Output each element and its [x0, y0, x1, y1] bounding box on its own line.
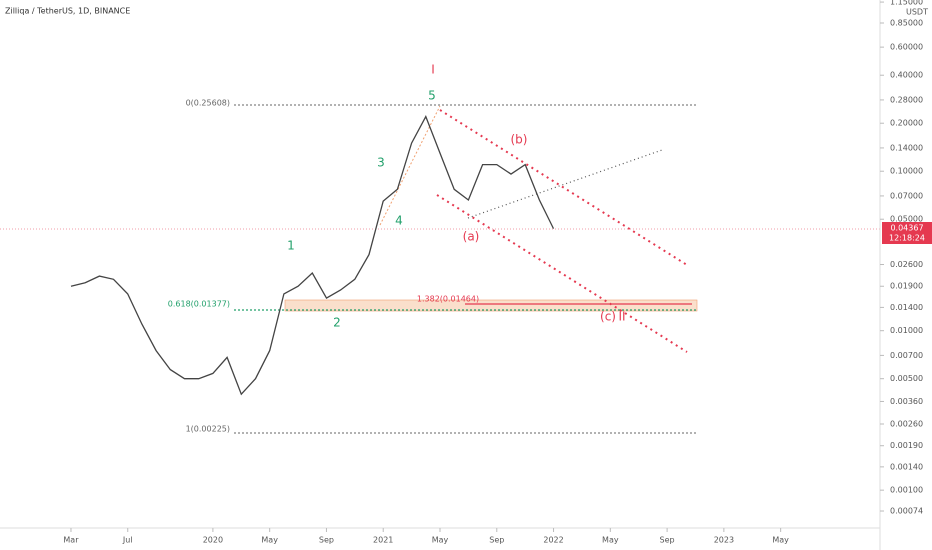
y-tick-label: 0.00100 [890, 486, 923, 495]
fib-label: 1.382(0.01464) [417, 295, 479, 304]
wave-label: (b) [511, 133, 528, 147]
y-tick-label: 0.14000 [890, 143, 923, 152]
y-tick-label: 0.10000 [890, 167, 923, 176]
price-label-box [882, 222, 932, 244]
x-tick-label: 2023 [714, 536, 734, 545]
x-tick-label: Sep [660, 536, 675, 545]
y-tick-label: 0.00074 [890, 507, 923, 516]
x-tick-label: Mar [63, 536, 79, 545]
countdown: 12:18:24 [889, 234, 925, 243]
currency: USDT [906, 8, 928, 17]
fib-zone [284, 299, 698, 312]
x-tick-label: May [261, 536, 278, 545]
y-tick-label: 0.01900 [890, 282, 923, 291]
y-tick-label: 0.00700 [890, 351, 923, 360]
symbol-title: Zilliqa / TetherUS, 1D, BINANCE [5, 7, 130, 16]
y-tick-label: 0.00260 [890, 419, 923, 428]
y-tick-label: 0.40000 [890, 71, 923, 80]
fib-label: 0(0.25608) [186, 99, 230, 108]
y-tick-label: 0.28000 [890, 95, 923, 104]
y-tick-label: 1.15000 [890, 0, 923, 7]
fib-label: 1(0.00225) [186, 425, 230, 434]
y-tick-label: 0.00500 [890, 374, 923, 383]
wave-label: 1 [287, 239, 295, 253]
x-tick-label: 2020 [203, 536, 223, 545]
x-tick-label: Sep [319, 536, 334, 545]
x-tick-label: Sep [489, 536, 504, 545]
x-tick-label: 2022 [543, 536, 563, 545]
wave-label: (a) [463, 230, 480, 244]
x-tick-label: May [602, 536, 619, 545]
x-tick-label: 2021 [373, 536, 393, 545]
x-tick-label: May [432, 536, 449, 545]
wave-label: 4 [395, 214, 403, 228]
y-tick-label: 0.60000 [890, 43, 923, 52]
y-tick-label: 0.05000 [890, 215, 923, 224]
y-tick-label: 0.02600 [890, 260, 923, 269]
y-tick-label: 0.00140 [890, 462, 923, 471]
wave-label: (c) [600, 310, 616, 324]
channel-lower [436, 194, 688, 353]
y-tick-label: 0.01400 [890, 303, 923, 312]
wave-label: I [431, 63, 435, 77]
y-tick-label: 0.00190 [890, 441, 923, 450]
wave-label: 2 [333, 316, 341, 330]
y-tick-label: 0.00360 [890, 397, 923, 406]
x-tick-label: Jul [122, 536, 133, 545]
channel-upper [439, 109, 688, 266]
y-tick-label: 0.01000 [890, 326, 923, 335]
y-tick-label: 0.20000 [890, 119, 923, 128]
wave-label: 3 [377, 156, 385, 170]
price-label: 0.04367 [890, 224, 923, 233]
fib-label: 0.618(0.01377) [168, 300, 230, 309]
wave-label: 5 [428, 89, 436, 103]
price-line [70, 115, 555, 396]
wave-label: II [618, 310, 625, 324]
x-tick-label: May [772, 536, 789, 545]
y-tick-label: 0.85000 [890, 19, 923, 28]
y-tick-label: 0.07000 [890, 191, 923, 200]
